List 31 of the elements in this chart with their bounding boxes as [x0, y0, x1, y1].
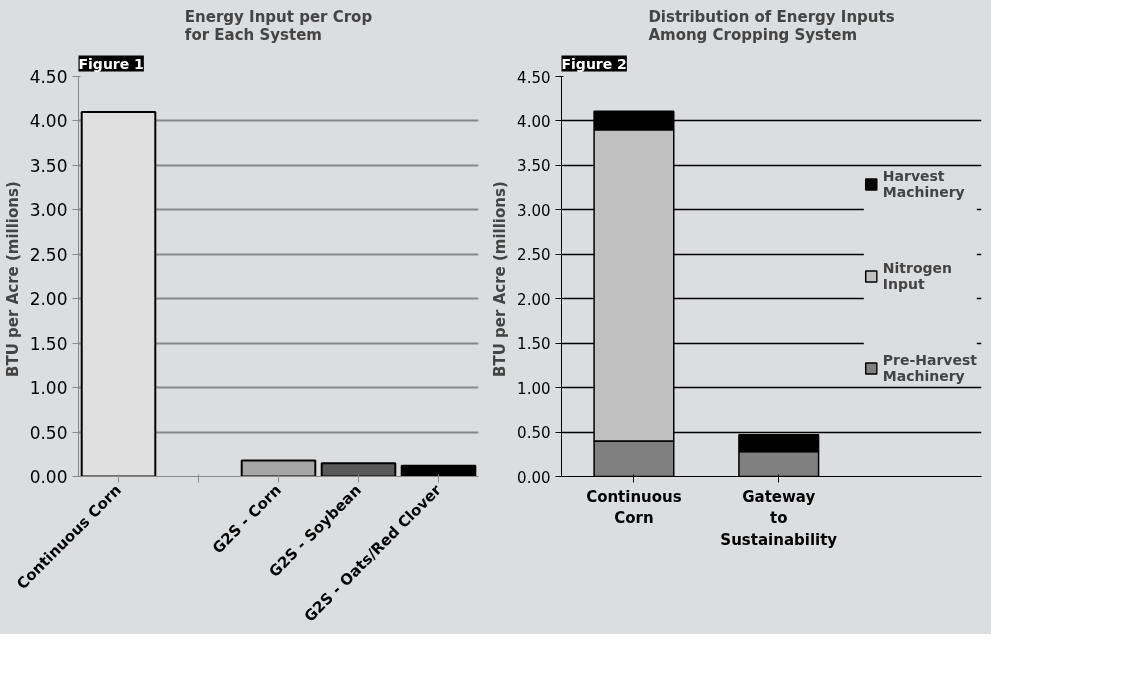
y-tick-label: 4.00	[517, 112, 551, 131]
y-tick-label: 3.00	[29, 200, 68, 221]
y-tick-label: 0.00	[29, 467, 68, 487]
y-tick-label: 3.50	[517, 157, 551, 176]
y-tick-label: 1.00	[29, 378, 68, 399]
y-tick-label: 2.00	[29, 289, 68, 310]
chart-title: Energy Input per Crop for Each System	[184, 7, 373, 44]
y-tick-label: 4.50	[29, 67, 68, 87]
x-tick-label: Gateway to Sustainability	[720, 487, 838, 549]
y-axis-title: BTU per Acre (millions)	[3, 181, 22, 377]
y-tick-label: 0.50	[517, 424, 551, 443]
y-tick-label: 0.50	[29, 422, 68, 443]
y-tick-label: 2.50	[517, 246, 551, 265]
y-tick-label: 1.50	[29, 333, 68, 354]
y-tick-label: 4.50	[517, 68, 551, 87]
y-tick-label: 4.00	[29, 111, 68, 132]
y-tick-label: 3.50	[29, 155, 68, 176]
y-tick-label: 2.50	[29, 244, 68, 265]
legend-label: Pre-Harvest Machinery	[882, 352, 977, 384]
x-tick-label: Continuous Corn	[586, 487, 682, 528]
y-axis-title: BTU per Acre (millions)	[491, 181, 510, 377]
legend-label: Nitrogen Input	[882, 260, 953, 292]
caption: Figure 2	[561, 55, 627, 72]
legend-label: Harvest Machinery	[882, 168, 965, 200]
caption: Figure 1	[78, 55, 144, 72]
y-tick-label: 2.00	[517, 290, 551, 309]
y-tick-label: 3.00	[517, 201, 551, 220]
chart-title: Distribution of Energy Inputs Among Cropping System	[648, 7, 895, 44]
y-tick-label: 0.00	[517, 468, 551, 487]
y-tick-label: 1.00	[517, 379, 551, 398]
y-tick-label: 1.50	[517, 335, 551, 354]
